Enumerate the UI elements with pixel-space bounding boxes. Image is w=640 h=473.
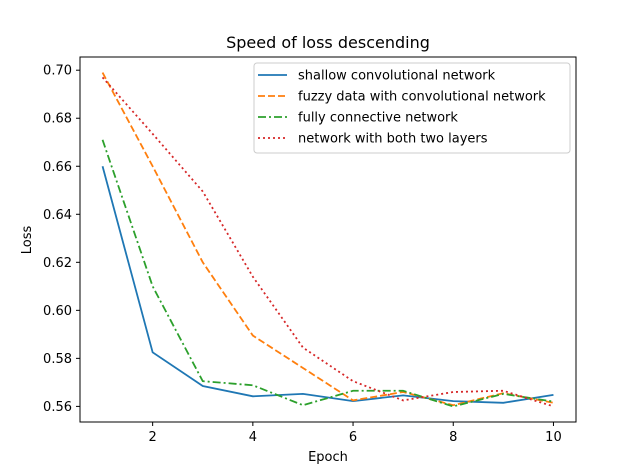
y-tick-label: 0.64 [43, 208, 72, 223]
x-tick-label: 4 [249, 430, 257, 445]
y-tick-label: 0.56 [43, 400, 72, 415]
legend-label-3: fully connective network [298, 111, 458, 126]
legend-label-1: shallow convolutional network [298, 69, 496, 84]
x-tick-label: 2 [149, 430, 157, 445]
y-axis-label: Loss [20, 226, 35, 255]
series-line-2 [101, 72, 554, 407]
x-tick-label: 8 [449, 430, 457, 445]
axes-frame [79, 56, 577, 423]
y-tick-label: 0.60 [43, 304, 72, 319]
y-tick-label: 0.66 [43, 160, 72, 175]
legend-label-4: network with both two layers [298, 132, 488, 147]
axis-ticks: 2 4 6 8 10 0.56 0.58 0.60 0.62 0.64 0.66 0.68 0.70 [43, 64, 562, 445]
x-tick-label: 6 [349, 430, 357, 445]
legend-box [253, 62, 571, 154]
plot-area [101, 72, 554, 408]
y-tick-label: 0.58 [43, 352, 72, 367]
chart-title: Speed of loss descending [226, 33, 430, 52]
y-tick-label: 0.62 [43, 256, 72, 271]
x-axis-label: Epoch [308, 450, 348, 465]
legend: shallow convolutional network fuzzy data … [253, 62, 571, 154]
y-tick-label: 0.68 [43, 112, 72, 127]
series-line-1 [101, 166, 554, 404]
x-tick-label: 10 [545, 430, 562, 445]
legend-label-2: fuzzy data with convolutional network [298, 90, 546, 105]
series-line-3 [101, 139, 554, 408]
y-tick-label: 0.70 [43, 64, 72, 79]
